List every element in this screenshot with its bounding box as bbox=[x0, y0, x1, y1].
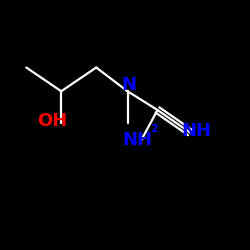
Text: OH: OH bbox=[38, 112, 68, 130]
Text: 2: 2 bbox=[150, 124, 158, 134]
Text: NH: NH bbox=[122, 131, 152, 149]
Text: N: N bbox=[121, 76, 136, 94]
Text: NH: NH bbox=[181, 122, 211, 140]
